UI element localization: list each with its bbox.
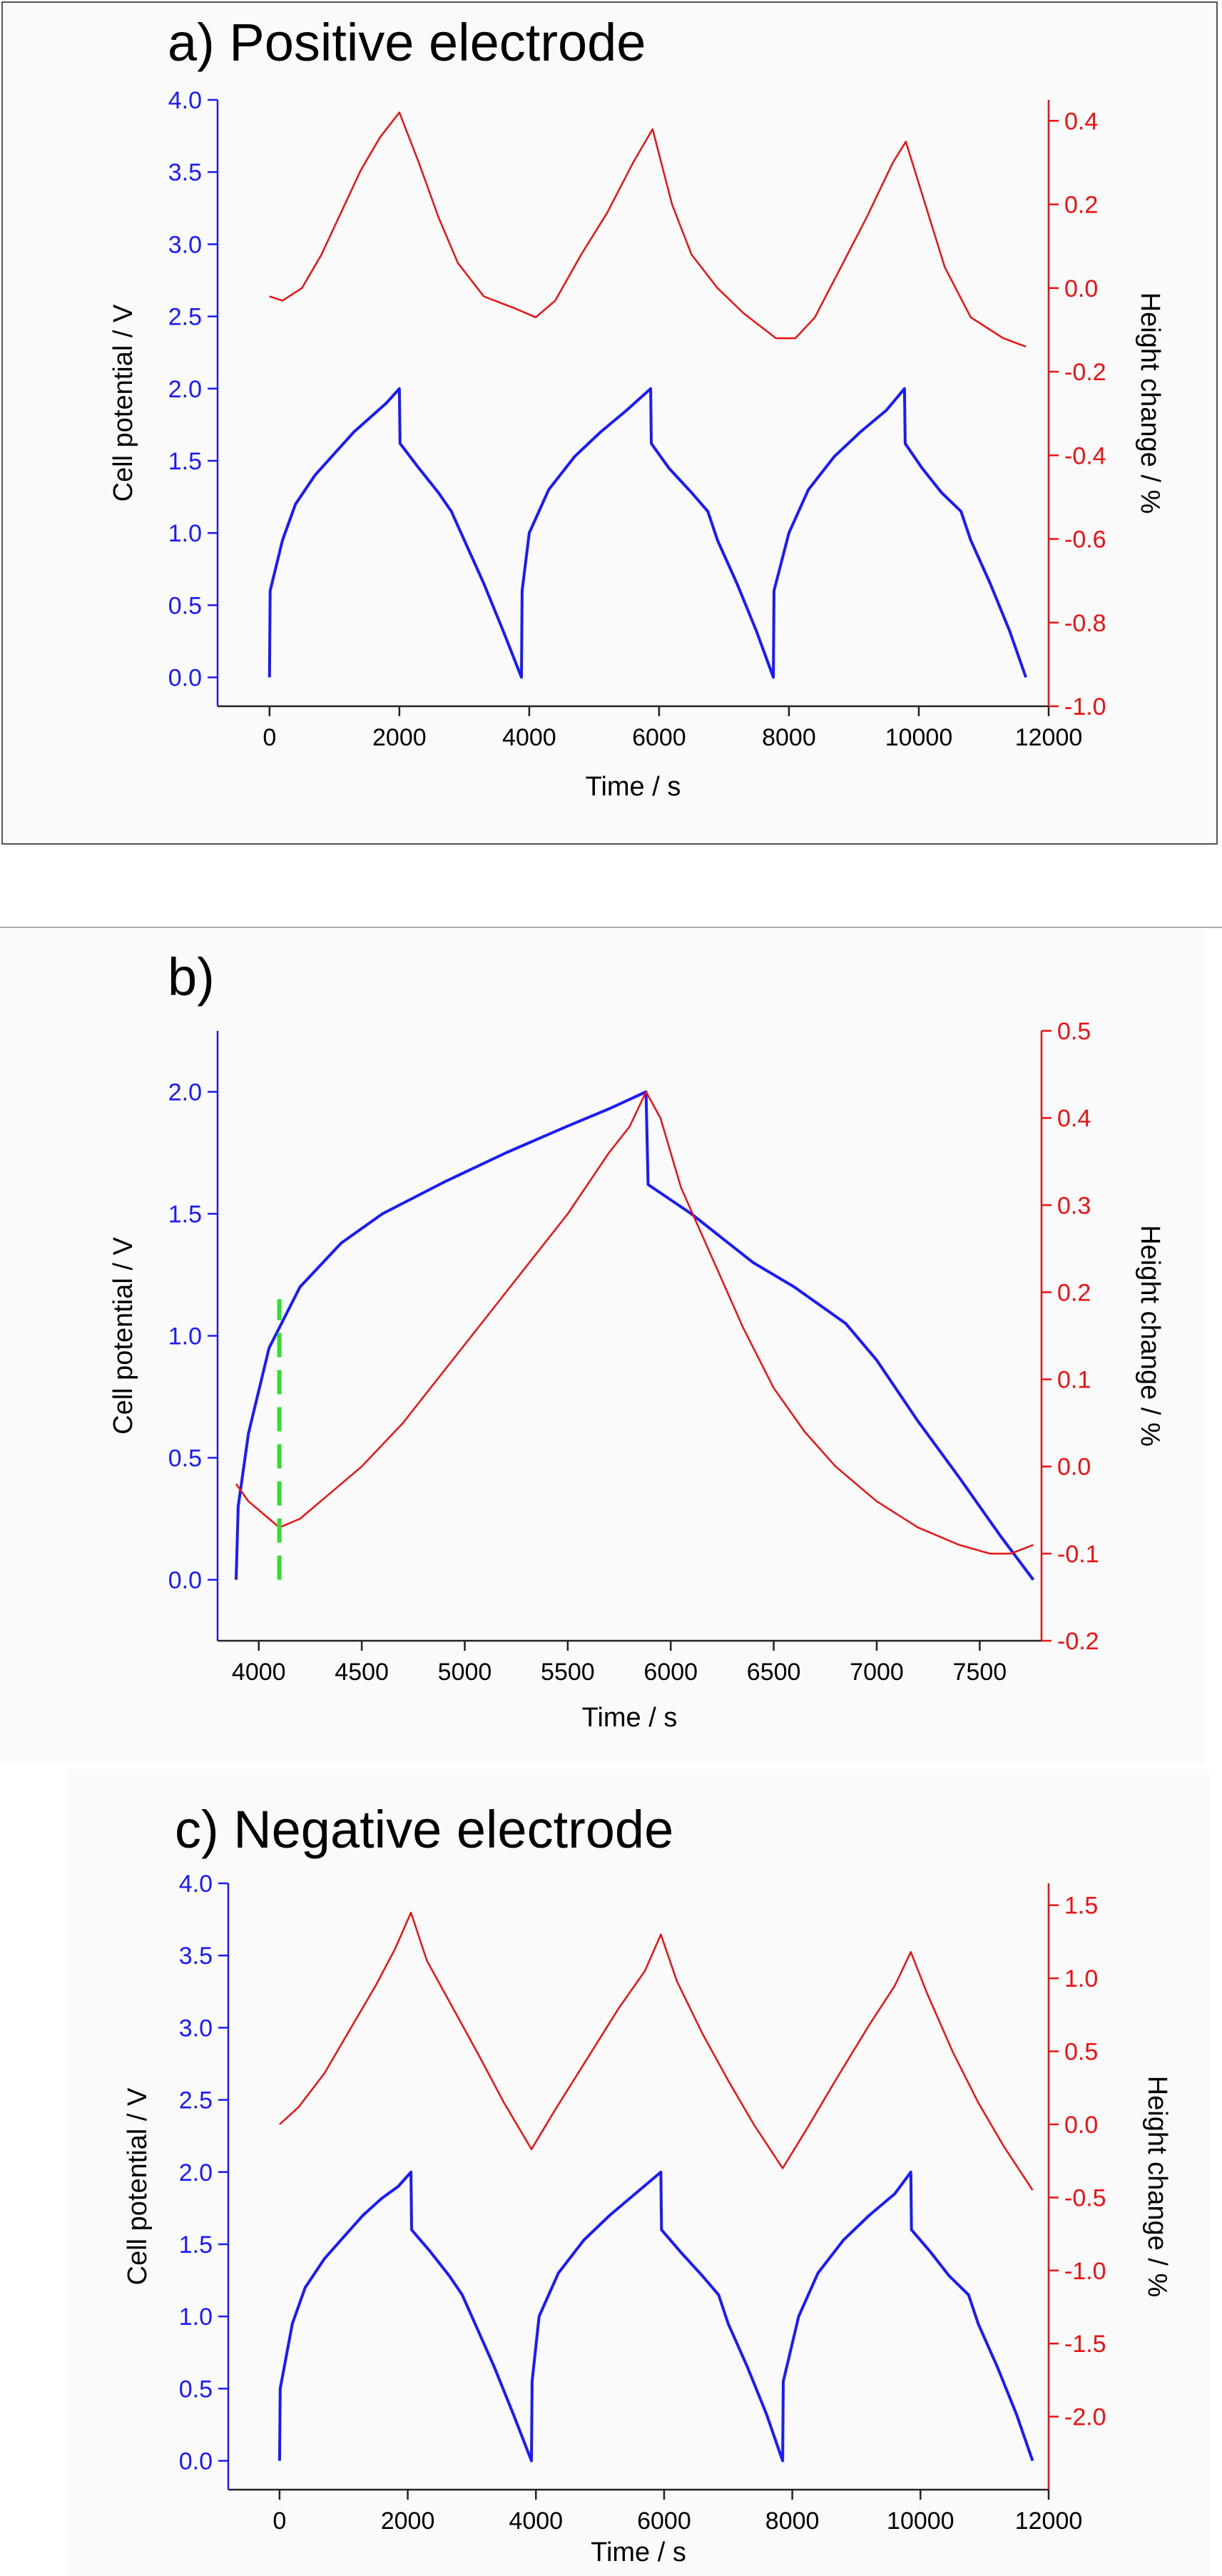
x-tick-label: 6500 <box>747 1659 801 1686</box>
right-y-tick-label: -0.5 <box>1064 2184 1106 2211</box>
right-y-axis-label: Height change / % <box>1142 2076 1172 2298</box>
left-y-tick-label: 0.5 <box>168 592 202 619</box>
left-y-tick-label: 0.5 <box>179 2376 213 2403</box>
chart-panel-c: c) Negative electrode 0 2000 4000 6000 8000 10… <box>123 1800 1172 2567</box>
right-y-tick-label: 0.0 <box>1064 275 1098 302</box>
height-change-series <box>279 1911 1034 2191</box>
x-axis-label: Time / s <box>586 772 681 802</box>
left-y-tick-label: 1.0 <box>179 2303 213 2331</box>
x-tick-label: 4500 <box>335 1659 389 1686</box>
x-tick-label: 2000 <box>372 724 427 751</box>
right-y-tick-label: -1.0 <box>1064 2258 1106 2285</box>
left-y-tick-label: 1.0 <box>168 1323 202 1350</box>
right-y-tick-label: 0.2 <box>1057 1279 1091 1306</box>
right-y-tick-label: -1.5 <box>1064 2331 1106 2358</box>
right-y-axis-label: Height change / % <box>1135 1225 1165 1447</box>
x-tick-label: 4000 <box>232 1659 286 1686</box>
left-y-tick-label: 0.0 <box>168 665 202 692</box>
panel-b-background <box>0 929 1206 1763</box>
right-y-tick-label: 0.0 <box>1064 2112 1098 2139</box>
left-y-tick-label: 3.5 <box>179 1943 213 1970</box>
right-y-tick-label: -0.4 <box>1064 442 1106 469</box>
left-y-tick-label: 4.0 <box>179 1870 213 1898</box>
panel-c-background <box>68 1769 1209 2576</box>
right-y-tick-label: -2.0 <box>1064 2404 1106 2431</box>
left-y-tick-label: 3.0 <box>168 231 202 258</box>
right-y-tick-label: 0.3 <box>1057 1192 1091 1219</box>
x-tick-label: 5500 <box>541 1659 595 1686</box>
right-y-tick-label: 0.2 <box>1064 192 1098 219</box>
x-tick-label: 4000 <box>502 724 556 751</box>
x-tick-label: 12000 <box>1015 2508 1083 2535</box>
x-tick-label: 12000 <box>1015 724 1083 751</box>
left-y-axis-label: Cell potential / V <box>123 2087 153 2285</box>
chart-title: c) Negative electrode <box>175 1800 673 1859</box>
x-tick-label: 7000 <box>850 1659 904 1686</box>
left-y-tick-label: 0.5 <box>168 1445 202 1472</box>
x-tick-label: 2000 <box>381 2508 435 2535</box>
left-y-tick-label: 3.0 <box>179 2015 213 2042</box>
right-y-tick-label: 0.5 <box>1064 2039 1098 2066</box>
left-y-tick-label: 2.5 <box>168 304 202 331</box>
right-y-tick-label: 0.1 <box>1057 1367 1091 1394</box>
left-y-axis-label: Cell potential / V <box>108 1236 138 1434</box>
x-axis-label: Time / s <box>591 2537 686 2567</box>
x-tick-label: 0 <box>263 724 276 751</box>
height-change-series <box>235 1091 1034 1555</box>
left-y-tick-label: 4.0 <box>168 87 202 114</box>
cell-potential-series <box>278 2170 1034 2463</box>
x-tick-label: 5000 <box>438 1659 492 1686</box>
right-y-tick-label: 0.4 <box>1064 108 1098 135</box>
left-y-tick-label: 2.0 <box>168 376 202 403</box>
right-y-tick-label: 0.5 <box>1057 1018 1091 1045</box>
left-y-tick-label: 1.5 <box>168 448 202 475</box>
right-y-tick-label: -1.0 <box>1064 693 1106 721</box>
x-tick-label: 8000 <box>765 2508 820 2535</box>
right-y-tick-label: 0.4 <box>1057 1105 1091 1132</box>
left-y-tick-label: 1.5 <box>179 2231 213 2259</box>
x-tick-label: 7500 <box>953 1659 1007 1686</box>
right-y-tick-label: 0.0 <box>1057 1454 1091 1481</box>
left-y-tick-label: 2.5 <box>179 2087 213 2114</box>
right-y-tick-label: -0.1 <box>1057 1541 1099 1568</box>
x-axis-label: Time / s <box>582 1703 678 1733</box>
right-y-tick-label: 1.5 <box>1064 1893 1098 1920</box>
left-y-tick-label: 1.5 <box>168 1201 202 1228</box>
height-change-series <box>269 111 1027 348</box>
left-y-axis-label: Cell potential / V <box>108 304 138 502</box>
chart-panel-a: a) Positive electrode 0 2000 4000 6000 8000 10… <box>108 13 1165 802</box>
chart-panel-b: b) 4000 4500 5000 5500 6000 6500 7000 7500 0.0 0.5… <box>108 947 1165 1733</box>
left-y-tick-label: 1.0 <box>168 520 202 547</box>
right-y-tick-label: -0.8 <box>1064 610 1106 637</box>
right-y-tick-label: 1.0 <box>1064 1965 1098 1992</box>
x-tick-label: 10000 <box>885 724 953 751</box>
x-tick-label: 4000 <box>509 2508 563 2535</box>
x-tick-label: 8000 <box>762 724 816 751</box>
left-y-tick-label: 2.0 <box>179 2159 213 2186</box>
x-tick-label: 6000 <box>637 2508 691 2535</box>
right-y-tick-label: -0.2 <box>1064 359 1106 386</box>
left-y-tick-label: 3.5 <box>168 159 202 186</box>
right-y-tick-label: -0.6 <box>1064 526 1106 554</box>
left-y-tick-label: 2.0 <box>168 1079 202 1106</box>
x-tick-label: 6000 <box>643 1659 698 1686</box>
chart-title: a) Positive electrode <box>168 13 646 72</box>
right-y-axis-label: Height change / % <box>1135 292 1165 514</box>
x-tick-label: 6000 <box>632 724 686 751</box>
left-y-tick-label: 0.0 <box>168 1567 202 1594</box>
right-y-tick-label: -0.2 <box>1057 1628 1099 1655</box>
x-tick-label: 0 <box>273 2508 286 2535</box>
left-y-tick-label: 0.0 <box>179 2448 213 2475</box>
chart-title: b) <box>168 947 215 1007</box>
cell-potential-series <box>235 1090 1035 1581</box>
x-tick-label: 10000 <box>887 2508 954 2535</box>
cell-potential-series <box>268 387 1027 679</box>
